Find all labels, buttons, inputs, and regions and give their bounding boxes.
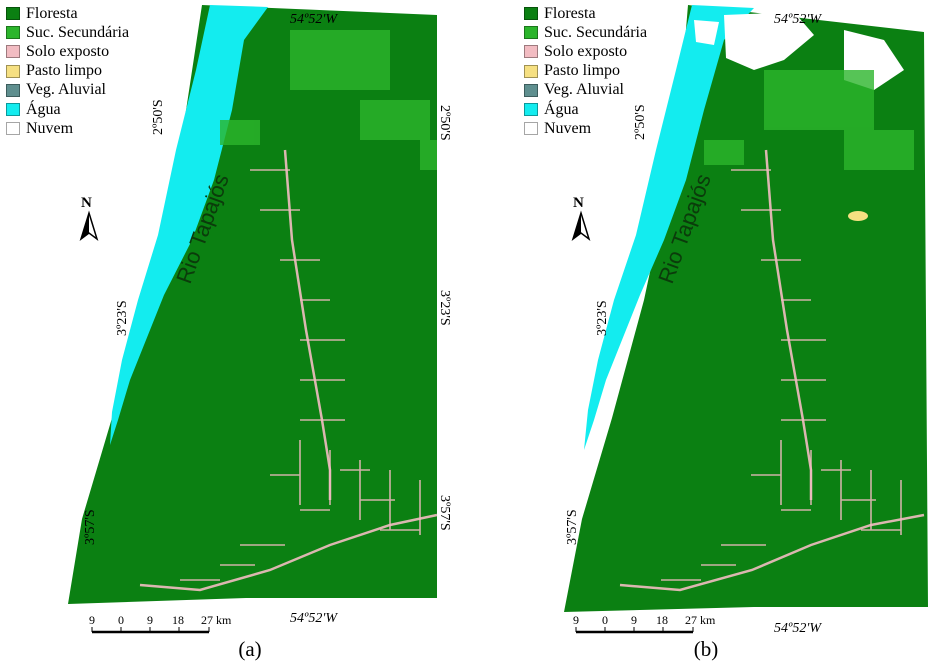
- scale-bar: 9 0 9 18 27 km: [573, 613, 716, 634]
- lon-label-top: 54º52'W: [290, 12, 338, 27]
- legend-label: Floresta: [26, 4, 78, 22]
- legend-item-floresta: Floresta: [6, 4, 129, 23]
- floresta-swatch: [6, 7, 20, 21]
- legend: Floresta Suc. Secundária Solo exposto Pa…: [524, 4, 647, 138]
- sucessao-swatch: [524, 26, 538, 40]
- scale-tick-9: 9: [631, 613, 637, 627]
- legend-label: Solo exposto: [544, 42, 628, 60]
- lat-label-3-57-left: 3º57'S: [565, 509, 580, 545]
- legend-label: Nuvem: [26, 119, 74, 137]
- legend-item-nuvem: Nuvem: [6, 119, 129, 138]
- scale-tick-0: 0: [118, 613, 124, 627]
- legend-label: Suc. Secundária: [26, 23, 130, 41]
- aluvial-swatch: [6, 83, 20, 97]
- scale-unit: km: [700, 613, 716, 627]
- secondary-growth: [704, 70, 914, 170]
- legend-label: Pasto limpo: [544, 62, 621, 80]
- north-label: N: [573, 195, 584, 211]
- lat-label-3-23-left: 3º23'S: [595, 300, 610, 336]
- lat-label-3-23-left: 3º23'S: [115, 300, 130, 336]
- legend-label: Veg. Aluvial: [26, 81, 106, 99]
- legend-label: Solo exposto: [26, 42, 110, 60]
- panel-caption: (b): [693, 637, 719, 661]
- lat-label-3-23-right: 3º23'S: [437, 290, 452, 326]
- scale-tick-9: 9: [147, 613, 153, 627]
- scale-tick-9-left: 9: [89, 613, 95, 627]
- settlement-patches: [661, 169, 902, 581]
- legend-item-sucessao: Suc. Secundária: [6, 23, 129, 42]
- legend-item-aluvial: Veg. Aluvial: [6, 81, 129, 100]
- legend-item-solo: Solo exposto: [6, 42, 129, 61]
- lat-label-2-50-right: 2º50'S: [437, 105, 452, 141]
- river-tapajos: [110, 5, 268, 445]
- lat-label-2-50-left: 2º50'S: [633, 104, 648, 140]
- floresta-swatch: [524, 7, 538, 21]
- lon-label-bottom: 54º52'W: [290, 611, 338, 626]
- scale-tick-27: 27: [685, 613, 697, 627]
- north-arrow-icon: [571, 210, 591, 241]
- north-label: N: [81, 195, 92, 211]
- land-cover-map: 2º50'S 3º23'S 3º57'S 54º52'W 54º52'W Rio…: [564, 5, 928, 636]
- settlement-patches: [180, 169, 421, 581]
- legend-item-nuvem: Nuvem: [524, 119, 647, 138]
- map-panel-b: 2º50'S 3º23'S 3º57'S 54º52'W 54º52'W Rio…: [464, 0, 928, 662]
- solo-swatch: [524, 45, 538, 59]
- scale-tick-0: 0: [602, 613, 608, 627]
- legend-item-floresta: Floresta: [524, 4, 647, 23]
- scale-tick-27: 27: [201, 613, 213, 627]
- pasto-swatch: [524, 64, 538, 78]
- secondary-growth: [220, 30, 437, 170]
- scale-unit: km: [216, 613, 232, 627]
- legend-item-solo: Solo exposto: [524, 42, 647, 61]
- forest-area: [68, 5, 437, 604]
- legend-label: Pasto limpo: [26, 62, 103, 80]
- legend-item-sucessao: Suc. Secundária: [524, 23, 647, 42]
- legend-label: Suc. Secundária: [544, 23, 648, 41]
- panel-caption: (a): [238, 637, 262, 661]
- scale-tick-18: 18: [656, 613, 668, 627]
- agua-swatch: [524, 103, 538, 117]
- legend-label: Água: [26, 100, 61, 118]
- map-panel-a: 2º50'S 3º23'S 3º57'S 2º50'S 3º23'S 3º57'…: [6, 4, 452, 661]
- lat-label-3-57-left: 3º57'S: [83, 509, 98, 545]
- aluvial-swatch: [524, 83, 538, 97]
- forest-area: [564, 5, 928, 612]
- scale-tick-18: 18: [172, 613, 184, 627]
- legend-item-agua: Água: [6, 100, 129, 119]
- land-cover-map: 2º50'S 3º23'S 3º57'S 2º50'S 3º23'S 3º57'…: [68, 5, 452, 634]
- sucessao-swatch: [6, 26, 20, 40]
- scale-bar: 9 0 9 18 27 km: [89, 613, 232, 634]
- clean-pasture-patch: [848, 211, 868, 221]
- legend-item-pasto: Pasto limpo: [6, 62, 129, 81]
- legend: Floresta Suc. Secundária Solo exposto Pa…: [6, 4, 129, 138]
- lat-label-3-57-right: 3º57'S: [437, 495, 452, 531]
- legend-item-pasto: Pasto limpo: [524, 62, 647, 81]
- scale-tick-9-left: 9: [573, 613, 579, 627]
- legend-item-aluvial: Veg. Aluvial: [524, 81, 647, 100]
- north-arrow: N: [79, 195, 99, 245]
- latitude-labels: 2º50'S 3º23'S 3º57'S 2º50'S 3º23'S 3º57'…: [83, 99, 452, 545]
- lat-label-2-50-left: 2º50'S: [151, 99, 166, 135]
- latitude-labels: 2º50'S 3º23'S 3º57'S: [565, 104, 648, 545]
- legend-label: Água: [544, 100, 579, 118]
- legend-label: Veg. Aluvial: [544, 81, 624, 99]
- nuvem-swatch: [6, 122, 20, 136]
- legend-label: Floresta: [544, 4, 596, 22]
- north-arrow: N: [571, 195, 591, 245]
- nuvem-swatch: [524, 122, 538, 136]
- north-arrow-icon: [79, 210, 99, 241]
- lon-label-top: 54º52'W: [774, 12, 822, 27]
- legend-label: Nuvem: [544, 119, 592, 137]
- pasto-swatch: [6, 64, 20, 78]
- solo-swatch: [6, 45, 20, 59]
- lon-label-bottom: 54º52'W: [774, 621, 822, 636]
- agua-swatch: [6, 103, 20, 117]
- legend-item-agua: Água: [524, 100, 647, 119]
